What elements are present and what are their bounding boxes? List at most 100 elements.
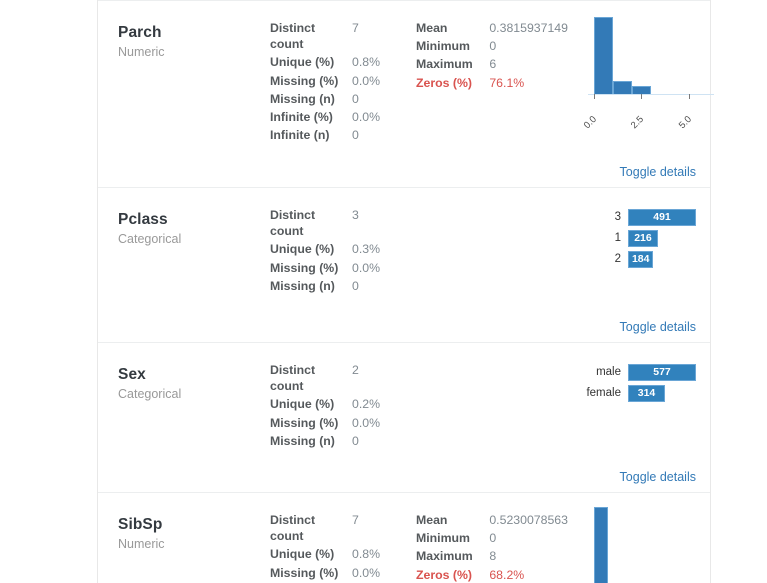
stat-label: Missing (%): [270, 565, 339, 580]
x-axis-tick: [689, 94, 691, 99]
stat-row-zeros-pct: Zeros (%) 68.2%: [416, 566, 568, 583]
variable-chart: 3 491 1 216 2 184: [568, 188, 710, 275]
variable-identity: Sex Categorical: [98, 343, 270, 413]
stat-value: 0.8%: [352, 547, 381, 562]
stat-value: 0.2%: [352, 397, 381, 412]
histogram-parch: 0.0 2.5 5.0: [578, 13, 728, 131]
stat-label: Maximum: [416, 57, 473, 72]
category-bar-fill: 491: [628, 208, 696, 226]
toggle-details-row[interactable]: Toggle details: [620, 468, 696, 486]
variable-stats-primary: Distinct count 7 Unique (%) 0.8% Missing…: [270, 1, 416, 153]
stat-row-missing-pct: Missing (%) 0.0%: [270, 72, 416, 90]
stat-value: 0: [489, 39, 497, 54]
variable-stats-secondary: [416, 343, 568, 369]
stat-value: 7: [352, 513, 359, 527]
x-axis-tick-label: 2.5: [629, 114, 647, 132]
histogram-sibsp: [578, 505, 710, 583]
category-bars-pclass: 3 491 1 216 2 184: [572, 200, 696, 268]
category-bar-track: 184: [628, 250, 696, 268]
stat-row-maximum: Maximum 6: [416, 55, 568, 73]
stat-value: 68.2%: [489, 567, 525, 582]
category-bar-track: 314: [628, 384, 696, 402]
x-axis-tick: [641, 94, 643, 99]
category-bar-track: 577: [628, 363, 696, 381]
stats-table: Mean 0.5230078563 Minimum 0 Maximum 8: [416, 511, 568, 583]
stats-table: Mean 0.3815937149 Minimum 0 Maximum 6: [416, 19, 568, 92]
category-bar-row: female 314: [572, 384, 696, 402]
toggle-details-link[interactable]: Toggle details: [619, 165, 696, 179]
variable-type: Numeric: [118, 45, 165, 60]
variable-stats-secondary: Mean 0.3815937149 Minimum 0 Maximum 6: [416, 1, 568, 100]
category-bar-track: 491: [628, 208, 696, 226]
stat-value: 0.3%: [352, 242, 381, 257]
stat-row-unique-pct: Unique (%) 0.8%: [270, 53, 416, 71]
stat-row-missing-pct: Missing (%) 0.0%: [270, 259, 416, 277]
stat-row-unique-pct: Unique (%) 0.3%: [270, 240, 416, 258]
stat-row-distinct-count: Distinct count 7: [270, 511, 416, 545]
category-bar-fill: 577: [628, 363, 696, 381]
stat-label: Mean: [416, 21, 448, 35]
stat-label: Distinct count: [270, 363, 316, 394]
stat-label: Missing (%): [270, 73, 339, 88]
histogram-bar: [593, 507, 609, 583]
variable-row: Sex Categorical Distinct count 2 Unique …: [98, 342, 710, 492]
variable-name: Sex: [118, 366, 146, 383]
stats-table: Distinct count 2 Unique (%) 0.2% Missing…: [270, 361, 416, 450]
toggle-details-row[interactable]: Toggle details: [620, 163, 696, 181]
histogram-bars: [588, 17, 714, 95]
stat-label: Missing (n): [270, 278, 335, 293]
stat-label: Unique (%): [270, 242, 335, 257]
category-bar-row: 3 491: [572, 208, 696, 226]
stat-label: Missing (n): [270, 433, 335, 448]
toggle-details-row[interactable]: Toggle details: [620, 318, 696, 336]
stat-value: 2: [352, 363, 359, 377]
toggle-details-link[interactable]: Toggle details: [619, 320, 696, 334]
stat-value: 0.8%: [352, 55, 381, 70]
stat-label: Unique (%): [270, 55, 335, 70]
stat-label: Infinite (n): [270, 128, 330, 143]
category-bar-row: male 577: [572, 363, 696, 381]
variable-type: Numeric: [118, 537, 165, 552]
variable-identity: Parch Numeric: [98, 1, 270, 71]
stats-table: Distinct count 3 Unique (%) 0.3% Missing…: [270, 206, 416, 295]
variable-stats-primary: Distinct count 2 Unique (%) 0.2% Missing…: [270, 343, 416, 458]
stat-label: Unique (%): [270, 547, 335, 562]
variable-chart: male 577 female 314: [568, 343, 710, 409]
category-bar-label: 2: [614, 253, 621, 265]
variable-stats-primary: Distinct count 3 Unique (%) 0.3% Missing…: [270, 188, 416, 303]
stat-value: 8: [489, 549, 497, 564]
stat-row-zeros-pct: Zeros (%) 76.1%: [416, 74, 568, 92]
stat-value: 0.0%: [352, 565, 381, 580]
x-axis-tick-label: 5.0: [677, 114, 695, 132]
category-bar-label: male: [596, 366, 621, 378]
category-bar-fill: 314: [628, 384, 665, 402]
stat-value: 0.3815937149: [489, 19, 568, 37]
stat-label: Missing (%): [270, 260, 339, 275]
stat-value: 0.0%: [352, 73, 381, 88]
category-bars-sex: male 577 female 314: [572, 355, 696, 402]
stat-label: Mean: [416, 513, 448, 527]
variable-name: Pclass: [118, 211, 168, 228]
stat-value: 0: [352, 91, 359, 106]
stat-value: 76.1%: [489, 75, 525, 90]
stat-label: Missing (%): [270, 415, 339, 430]
variable-name: SibSp: [118, 516, 163, 533]
x-axis-tick-label: 0.0: [581, 114, 599, 132]
variable-row: Pclass Categorical Distinct count 3 Uniq…: [98, 187, 710, 342]
stat-label: Distinct count: [270, 513, 316, 544]
stat-row-mean: Mean 0.3815937149: [416, 19, 568, 37]
variable-stats-secondary: [416, 188, 568, 214]
stat-row-distinct-count: Distinct count 7: [270, 19, 416, 53]
stat-value: 0.5230078563: [489, 511, 568, 529]
stat-value-text: 0.5230078563: [489, 513, 568, 527]
variable-row: SibSp Numeric Distinct count 7 Unique (%…: [98, 492, 710, 583]
stat-label: Missing (n): [270, 91, 335, 106]
stat-label: Unique (%): [270, 397, 335, 412]
category-bar-row: 2 184: [572, 250, 696, 268]
stat-label: Infinite (%): [270, 110, 333, 125]
stats-table: Distinct count 7 Unique (%) 0.8% Missing…: [270, 511, 416, 582]
toggle-details-link[interactable]: Toggle details: [619, 470, 696, 484]
category-bar-label: 3: [614, 211, 621, 223]
stat-value: 0.0%: [352, 260, 381, 275]
